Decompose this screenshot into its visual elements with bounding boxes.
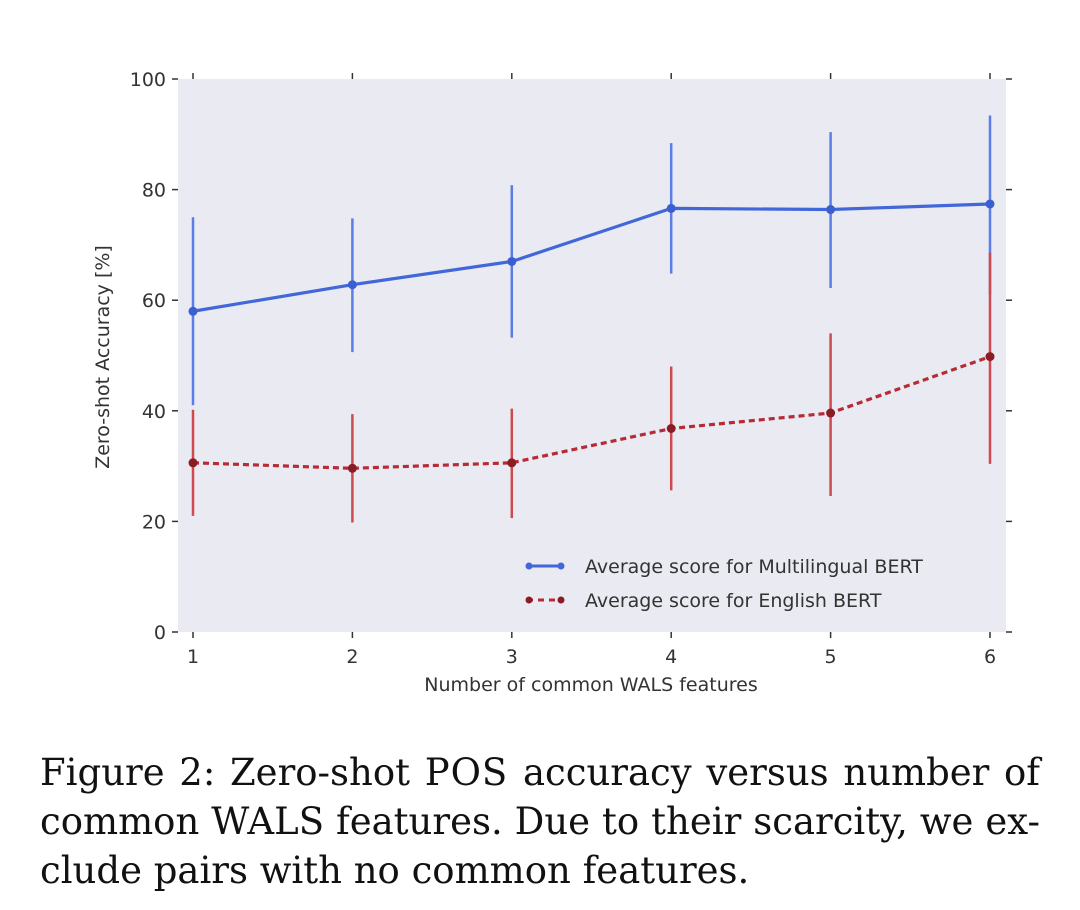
data-point-english: [188, 458, 198, 468]
legend-label-english: Average score for English BERT: [585, 590, 882, 612]
y-tick-label: 80: [142, 180, 166, 202]
caption-line-1: Figure 2: Zero-shot POS accuracy versus …: [40, 748, 1040, 797]
legend: Average score for Multilingual BERT Aver…: [525, 556, 923, 612]
y-tick-label: 60: [142, 290, 166, 312]
data-point-english: [985, 352, 995, 362]
x-tick-label: 3: [506, 646, 518, 668]
caption-pos-term: POS: [424, 751, 509, 794]
y-tick-label: 0: [154, 622, 166, 644]
data-point-english: [507, 458, 517, 468]
series-line-english: [192, 355, 991, 470]
caption-line-1-start: Figure 2: Zero-shot: [40, 751, 425, 794]
legend-marker-english: [557, 596, 565, 604]
data-point-multilingual: [666, 203, 676, 213]
x-tick-label: 4: [665, 646, 677, 668]
figure-caption: Figure 2: Zero-shot POS accuracy versus …: [40, 748, 1040, 895]
data-point-english: [347, 463, 357, 473]
x-tick-label: 5: [825, 646, 837, 668]
x-axis-title: Number of common WALS features: [424, 674, 757, 696]
series-lines: [192, 202, 991, 470]
y-axis-title: Zero-shot Accuracy [%]: [92, 245, 114, 469]
data-point-multilingual: [507, 256, 517, 266]
legend-marker-multilingual: [525, 562, 533, 570]
x-tick-label: 2: [346, 646, 358, 668]
plot-area: [178, 79, 1006, 632]
y-tick-label: 20: [142, 511, 166, 533]
caption-line-3: clude pairs with no common features.: [40, 849, 750, 892]
data-point-english: [826, 408, 836, 418]
data-point-multilingual: [826, 205, 836, 215]
x-tick-label: 6: [984, 646, 996, 668]
legend-label-multilingual: Average score for Multilingual BERT: [585, 556, 923, 578]
data-point-english: [666, 423, 676, 433]
y-tick-label: 40: [142, 401, 166, 423]
series-line-multilingual: [192, 202, 991, 313]
caption-line-2: common WALS features. Due to their scarc…: [40, 800, 1040, 843]
caption-line-1-end: accuracy versus number of: [508, 751, 1040, 794]
y-tick-label: 100: [130, 69, 166, 91]
data-point-multilingual: [188, 306, 198, 316]
x-tick-label: 1: [187, 646, 199, 668]
legend-marker-english: [525, 596, 533, 604]
data-point-multilingual: [985, 199, 995, 209]
legend-marker-multilingual: [557, 562, 565, 570]
series-points: [188, 199, 995, 473]
data-point-multilingual: [347, 280, 357, 290]
